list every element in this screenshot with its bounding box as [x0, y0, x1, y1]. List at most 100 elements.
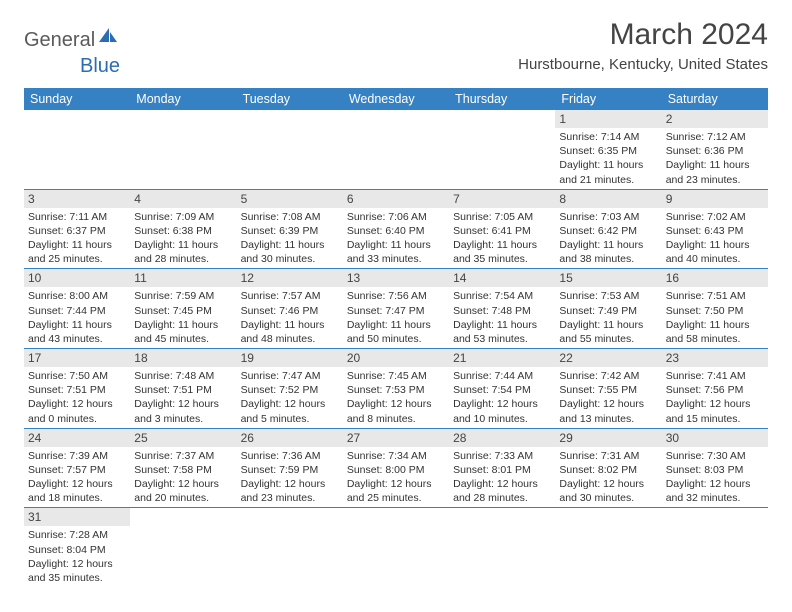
day-number: 15: [555, 269, 661, 287]
day-details: Sunrise: 7:36 AMSunset: 7:59 PMDaylight:…: [237, 447, 343, 508]
day-details: Sunrise: 7:28 AMSunset: 8:04 PMDaylight:…: [24, 526, 130, 587]
calendar-cell: 7Sunrise: 7:05 AMSunset: 6:41 PMDaylight…: [449, 189, 555, 269]
calendar-cell: 23Sunrise: 7:41 AMSunset: 7:56 PMDayligh…: [662, 349, 768, 429]
month-title: March 2024: [518, 18, 768, 52]
day-number: 23: [662, 349, 768, 367]
brand-part2: Blue: [80, 55, 120, 77]
calendar-cell-empty: [237, 508, 343, 587]
day-details: Sunrise: 7:11 AMSunset: 6:37 PMDaylight:…: [24, 208, 130, 269]
day-details: Sunrise: 7:37 AMSunset: 7:58 PMDaylight:…: [130, 447, 236, 508]
day-number: 7: [449, 190, 555, 208]
calendar-cell: 11Sunrise: 7:59 AMSunset: 7:45 PMDayligh…: [130, 269, 236, 349]
calendar-row: 24Sunrise: 7:39 AMSunset: 7:57 PMDayligh…: [24, 428, 768, 508]
weekday-header: Friday: [555, 88, 661, 110]
day-details: Sunrise: 7:56 AMSunset: 7:47 PMDaylight:…: [343, 287, 449, 348]
day-details: Sunrise: 7:48 AMSunset: 7:51 PMDaylight:…: [130, 367, 236, 428]
day-number: 2: [662, 110, 768, 128]
day-number: 21: [449, 349, 555, 367]
weekday-header: Saturday: [662, 88, 768, 110]
day-details: Sunrise: 8:00 AMSunset: 7:44 PMDaylight:…: [24, 287, 130, 348]
day-details: Sunrise: 7:45 AMSunset: 7:53 PMDaylight:…: [343, 367, 449, 428]
day-details: Sunrise: 7:12 AMSunset: 6:36 PMDaylight:…: [662, 128, 768, 189]
day-details: Sunrise: 7:47 AMSunset: 7:52 PMDaylight:…: [237, 367, 343, 428]
weekday-header: Wednesday: [343, 88, 449, 110]
day-number: 19: [237, 349, 343, 367]
calendar-cell-empty: [343, 508, 449, 587]
day-number: 18: [130, 349, 236, 367]
calendar-cell: 19Sunrise: 7:47 AMSunset: 7:52 PMDayligh…: [237, 349, 343, 429]
weekday-header-row: Sunday Monday Tuesday Wednesday Thursday…: [24, 88, 768, 110]
calendar-row: 31Sunrise: 7:28 AMSunset: 8:04 PMDayligh…: [24, 508, 768, 587]
calendar-cell-empty: [237, 110, 343, 189]
calendar-cell-empty: [343, 110, 449, 189]
day-details: Sunrise: 7:03 AMSunset: 6:42 PMDaylight:…: [555, 208, 661, 269]
day-details: Sunrise: 7:42 AMSunset: 7:55 PMDaylight:…: [555, 367, 661, 428]
day-details: Sunrise: 7:53 AMSunset: 7:49 PMDaylight:…: [555, 287, 661, 348]
day-number: 31: [24, 508, 130, 526]
calendar-cell: 6Sunrise: 7:06 AMSunset: 6:40 PMDaylight…: [343, 189, 449, 269]
day-number: 13: [343, 269, 449, 287]
day-details: Sunrise: 7:06 AMSunset: 6:40 PMDaylight:…: [343, 208, 449, 269]
day-number: 12: [237, 269, 343, 287]
calendar-row: 17Sunrise: 7:50 AMSunset: 7:51 PMDayligh…: [24, 349, 768, 429]
calendar-cell-empty: [130, 508, 236, 587]
calendar-cell-empty: [662, 508, 768, 587]
day-details: Sunrise: 7:02 AMSunset: 6:43 PMDaylight:…: [662, 208, 768, 269]
calendar-cell: 27Sunrise: 7:34 AMSunset: 8:00 PMDayligh…: [343, 428, 449, 508]
day-number: 4: [130, 190, 236, 208]
sail-icon: [97, 26, 119, 49]
calendar-row: 3Sunrise: 7:11 AMSunset: 6:37 PMDaylight…: [24, 189, 768, 269]
day-details: Sunrise: 7:31 AMSunset: 8:02 PMDaylight:…: [555, 447, 661, 508]
day-details: Sunrise: 7:57 AMSunset: 7:46 PMDaylight:…: [237, 287, 343, 348]
calendar-cell: 12Sunrise: 7:57 AMSunset: 7:46 PMDayligh…: [237, 269, 343, 349]
day-number: 25: [130, 429, 236, 447]
day-number: 3: [24, 190, 130, 208]
calendar-cell: 22Sunrise: 7:42 AMSunset: 7:55 PMDayligh…: [555, 349, 661, 429]
day-details: Sunrise: 7:44 AMSunset: 7:54 PMDaylight:…: [449, 367, 555, 428]
calendar-cell: 4Sunrise: 7:09 AMSunset: 6:38 PMDaylight…: [130, 189, 236, 269]
calendar-cell: 18Sunrise: 7:48 AMSunset: 7:51 PMDayligh…: [130, 349, 236, 429]
calendar-cell: 29Sunrise: 7:31 AMSunset: 8:02 PMDayligh…: [555, 428, 661, 508]
brand-logo: General: [24, 26, 119, 55]
day-number: 5: [237, 190, 343, 208]
day-number: 22: [555, 349, 661, 367]
calendar-row: 10Sunrise: 8:00 AMSunset: 7:44 PMDayligh…: [24, 269, 768, 349]
calendar-cell: 5Sunrise: 7:08 AMSunset: 6:39 PMDaylight…: [237, 189, 343, 269]
day-details: Sunrise: 7:09 AMSunset: 6:38 PMDaylight:…: [130, 208, 236, 269]
day-number: 6: [343, 190, 449, 208]
day-number: 20: [343, 349, 449, 367]
calendar-cell: 10Sunrise: 8:00 AMSunset: 7:44 PMDayligh…: [24, 269, 130, 349]
day-details: Sunrise: 7:05 AMSunset: 6:41 PMDaylight:…: [449, 208, 555, 269]
weekday-header: Thursday: [449, 88, 555, 110]
calendar-cell: 31Sunrise: 7:28 AMSunset: 8:04 PMDayligh…: [24, 508, 130, 587]
calendar-row: 1Sunrise: 7:14 AMSunset: 6:35 PMDaylight…: [24, 110, 768, 189]
calendar-cell: 26Sunrise: 7:36 AMSunset: 7:59 PMDayligh…: [237, 428, 343, 508]
day-number: 9: [662, 190, 768, 208]
calendar-cell: 9Sunrise: 7:02 AMSunset: 6:43 PMDaylight…: [662, 189, 768, 269]
calendar-cell-empty: [449, 508, 555, 587]
day-number: 17: [24, 349, 130, 367]
day-number: 27: [343, 429, 449, 447]
brand-part1: General: [24, 29, 95, 52]
day-details: Sunrise: 7:39 AMSunset: 7:57 PMDaylight:…: [24, 447, 130, 508]
calendar-cell: 15Sunrise: 7:53 AMSunset: 7:49 PMDayligh…: [555, 269, 661, 349]
calendar-cell: 21Sunrise: 7:44 AMSunset: 7:54 PMDayligh…: [449, 349, 555, 429]
weekday-header: Monday: [130, 88, 236, 110]
day-number: 29: [555, 429, 661, 447]
calendar-cell: 24Sunrise: 7:39 AMSunset: 7:57 PMDayligh…: [24, 428, 130, 508]
day-details: Sunrise: 7:50 AMSunset: 7:51 PMDaylight:…: [24, 367, 130, 428]
day-number: 28: [449, 429, 555, 447]
day-number: 16: [662, 269, 768, 287]
calendar-body: 1Sunrise: 7:14 AMSunset: 6:35 PMDaylight…: [24, 110, 768, 587]
calendar-cell: 16Sunrise: 7:51 AMSunset: 7:50 PMDayligh…: [662, 269, 768, 349]
day-details: Sunrise: 7:30 AMSunset: 8:03 PMDaylight:…: [662, 447, 768, 508]
calendar-cell: 3Sunrise: 7:11 AMSunset: 6:37 PMDaylight…: [24, 189, 130, 269]
calendar-cell: 13Sunrise: 7:56 AMSunset: 7:47 PMDayligh…: [343, 269, 449, 349]
day-details: Sunrise: 7:59 AMSunset: 7:45 PMDaylight:…: [130, 287, 236, 348]
calendar-cell-empty: [24, 110, 130, 189]
calendar-cell: 30Sunrise: 7:30 AMSunset: 8:03 PMDayligh…: [662, 428, 768, 508]
day-number: 26: [237, 429, 343, 447]
day-number: 8: [555, 190, 661, 208]
calendar-cell: 20Sunrise: 7:45 AMSunset: 7:53 PMDayligh…: [343, 349, 449, 429]
calendar-cell: 14Sunrise: 7:54 AMSunset: 7:48 PMDayligh…: [449, 269, 555, 349]
